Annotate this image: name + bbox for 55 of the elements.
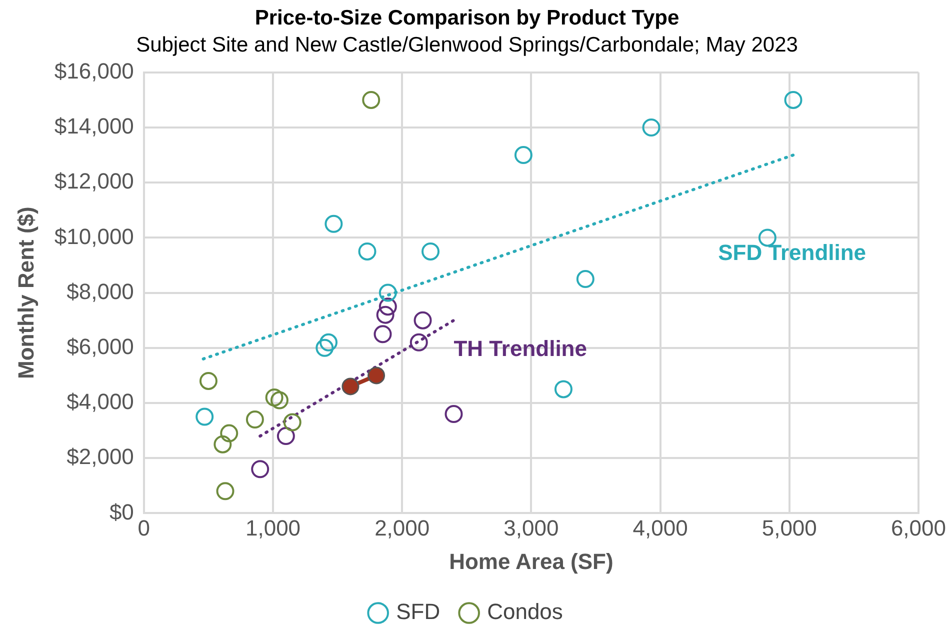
point: [576, 270, 594, 288]
point: [283, 413, 302, 432]
point: [199, 372, 218, 390]
point: [196, 408, 214, 426]
point: [246, 410, 264, 429]
point: [444, 405, 463, 424]
point: [514, 146, 532, 164]
point: [342, 378, 360, 396]
point: [784, 90, 802, 109]
y-tick-label: $4,000: [66, 389, 134, 414]
point: [276, 427, 295, 446]
y-tick-label: $2,000: [66, 444, 134, 470]
x-tick-label: 1,000: [245, 515, 301, 540]
point: [410, 333, 428, 352]
y-tick-label: $16,000: [54, 58, 134, 84]
point: [358, 242, 376, 260]
legend-label: SFD: [396, 599, 440, 624]
y-tick-label: $12,000: [54, 168, 134, 194]
point: [216, 482, 234, 500]
annotation: TH Trendline: [454, 336, 587, 361]
y-tick-label: $6,000: [66, 334, 134, 359]
y-axis-title: Monthly Rent ($): [13, 206, 38, 379]
point: [324, 214, 343, 233]
point: [320, 333, 338, 352]
x-tick-label: 3,000: [504, 515, 559, 540]
annotation: SFD Trendline: [718, 240, 866, 265]
y-tick-label: $8,000: [66, 278, 134, 304]
point: [414, 311, 432, 330]
y-tick-label: $10,000: [54, 224, 134, 249]
x-tick-label: 6,000: [890, 515, 946, 540]
point: [374, 325, 392, 344]
y-tick-label: $0: [109, 499, 134, 524]
x-axis-title: Home Area (SF): [449, 548, 614, 574]
point: [378, 298, 397, 316]
legend-label: Condos: [487, 599, 563, 624]
point: [265, 388, 284, 406]
point: [220, 424, 238, 442]
point: [422, 242, 440, 260]
x-tick-label: 2,000: [374, 515, 430, 540]
chart-subtitle: Subject Site and New Castle/Glenwood Springs/Carbondale; May 2023: [136, 34, 798, 57]
point: [642, 118, 660, 136]
point: [270, 391, 288, 410]
chart-title: Price-to-Size Comparison by Product Type: [254, 6, 680, 30]
point: [378, 284, 397, 302]
point: [376, 306, 394, 324]
point: [316, 338, 334, 357]
x-tick-label: 5,000: [762, 515, 817, 540]
point: [251, 460, 270, 478]
point: [368, 366, 386, 384]
point: [554, 380, 572, 398]
point: [214, 435, 232, 454]
x-tick-label: 0: [138, 515, 150, 540]
point: [362, 90, 380, 109]
x-tick-label: 4,000: [632, 515, 688, 540]
y-tick-label: $14,000: [54, 114, 134, 139]
